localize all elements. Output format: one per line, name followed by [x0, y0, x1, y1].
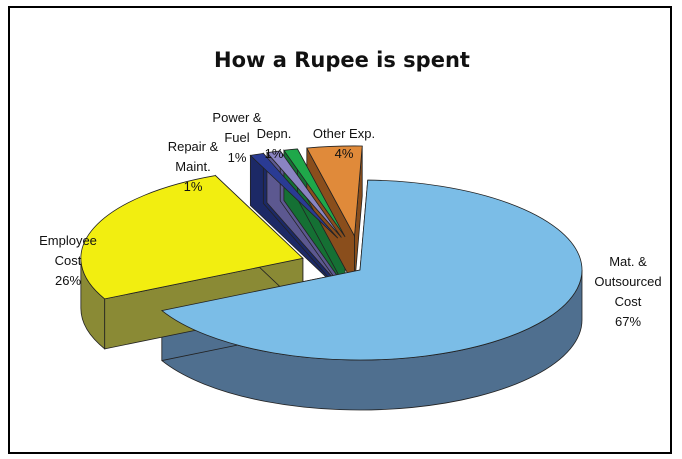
- slice-label-5: Other Exp. 4%: [313, 126, 375, 161]
- slice-label-0: Mat. & Outsourced Cost 67%: [594, 254, 661, 329]
- pie-slice-4: [283, 148, 346, 238]
- pie-slice-1: [80, 175, 304, 300]
- pie-slice-5: [306, 145, 363, 238]
- pie-slice-2: [249, 152, 339, 239]
- pie-slice-3: [266, 150, 342, 238]
- slice-label-2: Repair & Maint. 1%: [168, 139, 219, 194]
- slice-label-4: Depn. 1%: [257, 126, 292, 161]
- slice-label-3: Power & Fuel 1%: [212, 110, 261, 165]
- chart-title: How a Rupee is spent: [214, 48, 470, 72]
- pie-slice-0: [160, 179, 583, 361]
- slice-label-1: Employee Cost 26%: [39, 233, 97, 288]
